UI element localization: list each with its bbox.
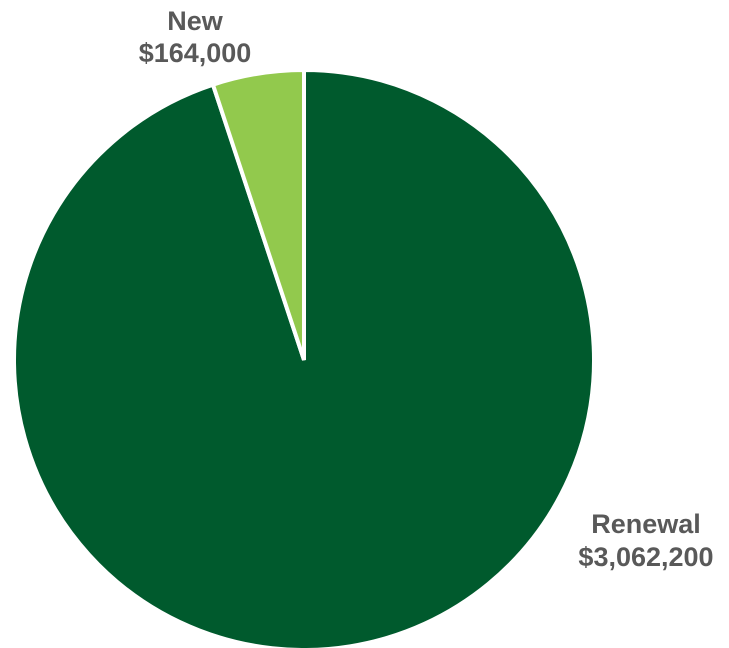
pie-slices: [12, 67, 596, 648]
slice-label-new-name: New: [167, 6, 224, 36]
slice-label-new-value: $164,000: [139, 38, 252, 68]
slice-label-renewal-name: Renewal: [591, 509, 701, 539]
pie-slice-new: [210, 67, 306, 361]
slice-label-renewal-value: $3,062,200: [578, 542, 713, 572]
